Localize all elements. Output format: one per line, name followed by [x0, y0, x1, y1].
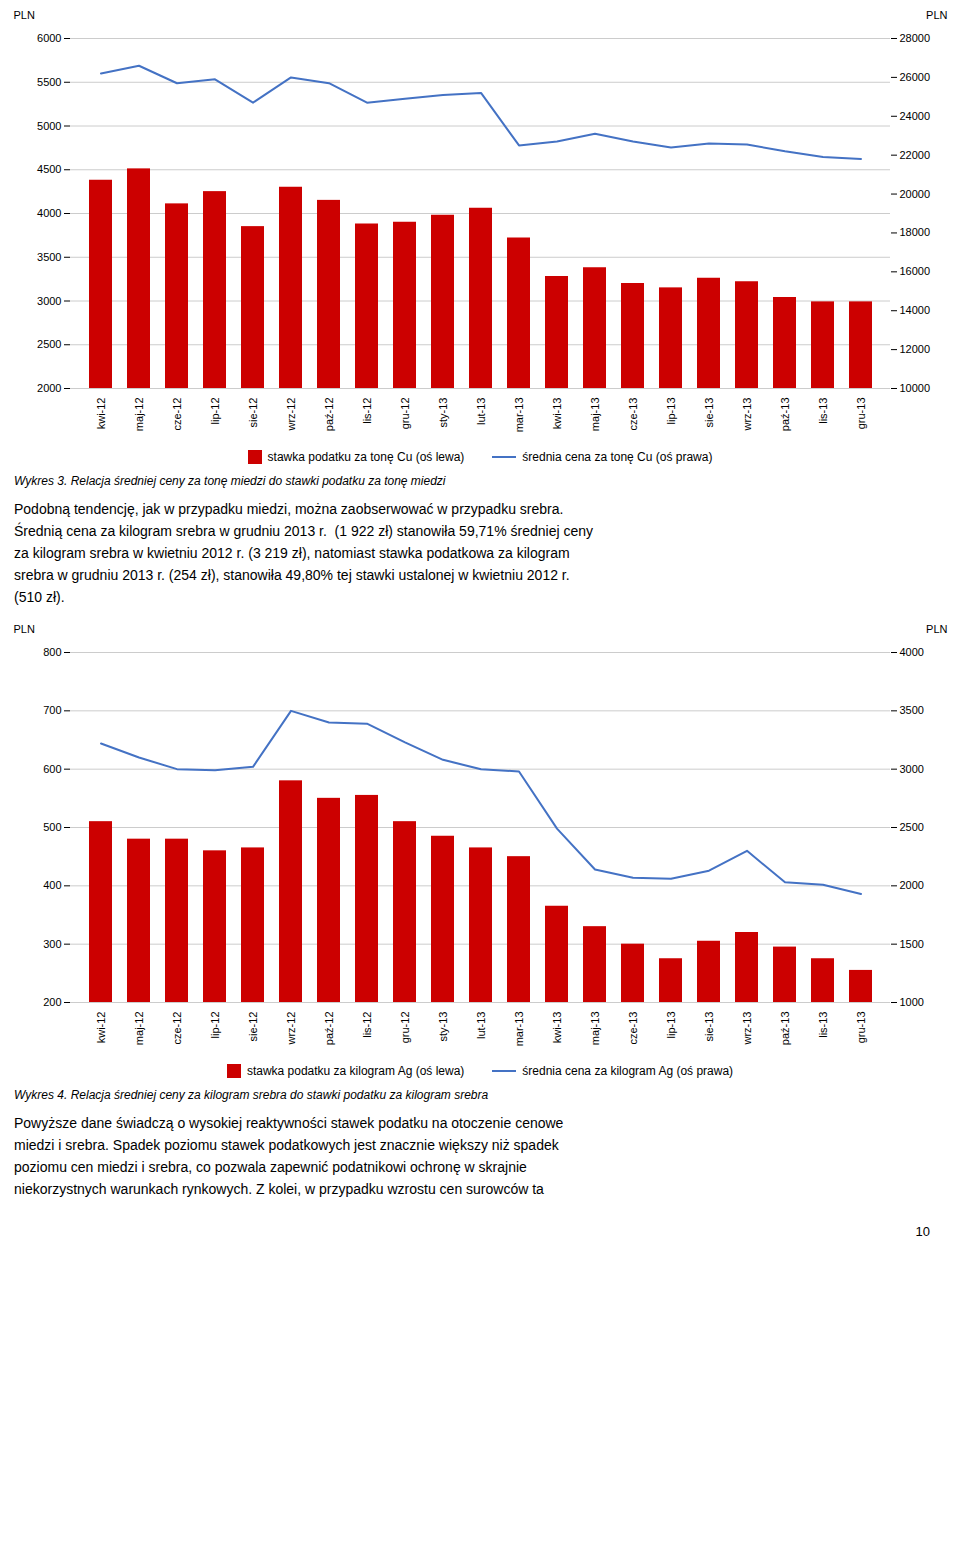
svg-text:lip-12: lip-12 [209, 398, 221, 425]
svg-text:1500: 1500 [900, 938, 924, 950]
svg-text:3500: 3500 [37, 251, 61, 263]
svg-text:sie-12: sie-12 [247, 1012, 259, 1042]
html-text:10: 10 [915, 1224, 930, 1239]
svg-text:lut-13: lut-13 [475, 1012, 487, 1040]
svg-text:2000: 2000 [900, 879, 924, 891]
svg-text:lis-12: lis-12 [361, 1012, 373, 1038]
svg-text:lut-13: lut-13 [475, 398, 487, 426]
svg-text:10000: 10000 [900, 382, 931, 394]
svg-text:24000: 24000 [900, 110, 931, 122]
svg-text:paź-13: paź-13 [779, 398, 791, 432]
html-text:Średnią cena za kilogram srebr: Średnią cena za kilogram srebra w grudni… [14, 523, 593, 539]
svg-text:PLN: PLN [14, 9, 35, 21]
svg-text:600: 600 [43, 763, 61, 775]
svg-text:3000: 3000 [900, 763, 924, 775]
svg-text:12000: 12000 [900, 343, 931, 355]
svg-text:300: 300 [43, 938, 61, 950]
svg-text:18000: 18000 [900, 226, 931, 238]
html-text:stawka podatku za tonę Cu (oś: stawka podatku za tonę Cu (oś lewa) [267, 450, 465, 464]
svg-text:14000: 14000 [900, 304, 931, 316]
svg-text:sie-12: sie-12 [247, 398, 259, 428]
html-text:Podobną tendencję, jak w przyp: Podobną tendencję, jak w przypadku miedz… [14, 501, 564, 517]
svg-text:800: 800 [43, 646, 61, 658]
html-text:miedzi i srebra. Spadek poziom: miedzi i srebra. Spadek poziomu stawek p… [14, 1137, 559, 1153]
svg-text:5000: 5000 [37, 120, 61, 132]
html-text:Wykres 4. Relacja średniej cen: Wykres 4. Relacja średniej ceny za kilog… [14, 1088, 489, 1102]
svg-text:cze-13: cze-13 [627, 398, 639, 431]
svg-text:PLN: PLN [14, 623, 35, 635]
svg-text:cze-12: cze-12 [171, 1012, 183, 1045]
html-text:Wykres 3. Relacja średniej cen: Wykres 3. Relacja średniej ceny za tonę … [14, 474, 446, 488]
html-text:Powyższe dane świadczą o wysok: Powyższe dane świadczą o wysokiej reakty… [14, 1115, 564, 1131]
svg-text:gru-12: gru-12 [399, 1012, 411, 1044]
svg-text:20000: 20000 [900, 188, 931, 200]
svg-text:sie-13: sie-13 [703, 1012, 715, 1042]
html-text:poziomu cen miedzi i srebra, c: poziomu cen miedzi i srebra, co pozwala … [14, 1159, 527, 1175]
svg-text:3500: 3500 [900, 704, 924, 716]
svg-text:kwi-12: kwi-12 [95, 398, 107, 430]
svg-text:mar-13: mar-13 [513, 398, 525, 433]
svg-text:6000: 6000 [37, 32, 61, 44]
svg-text:cze-13: cze-13 [627, 1012, 639, 1045]
svg-text:2500: 2500 [37, 338, 61, 350]
html-text:niekorzystnych warunkach rynko: niekorzystnych warunkach rynkowych. Z ko… [14, 1181, 544, 1197]
svg-text:4000: 4000 [900, 646, 924, 658]
svg-text:gru-13: gru-13 [855, 398, 867, 430]
svg-text:maj-12: maj-12 [133, 1012, 145, 1046]
svg-text:wrz-13: wrz-13 [741, 398, 753, 432]
svg-text:wrz-13: wrz-13 [741, 1012, 753, 1046]
svg-text:kwi-13: kwi-13 [551, 1012, 563, 1044]
svg-text:cze-12: cze-12 [171, 398, 183, 431]
html-text:średnia cena za tonę Cu (oś pr: średnia cena za tonę Cu (oś prawa) [522, 450, 713, 464]
html-text:(510 zł).: (510 zł). [14, 589, 65, 605]
svg-text:paź-13: paź-13 [779, 1012, 791, 1046]
svg-text:26000: 26000 [900, 71, 931, 83]
svg-text:lis-12: lis-12 [361, 398, 373, 424]
svg-text:paź-12: paź-12 [323, 1012, 335, 1046]
svg-text:lip-13: lip-13 [665, 398, 677, 425]
svg-text:2000: 2000 [37, 382, 61, 394]
svg-text:kwi-13: kwi-13 [551, 398, 563, 430]
svg-text:5500: 5500 [37, 76, 61, 88]
svg-text:wrz-12: wrz-12 [285, 398, 297, 432]
svg-text:2500: 2500 [900, 821, 924, 833]
svg-text:200: 200 [43, 996, 61, 1008]
svg-text:paź-12: paź-12 [323, 398, 335, 432]
html-text:średnia cena za kilogram Ag (o: średnia cena za kilogram Ag (oś prawa) [522, 1064, 734, 1078]
svg-text:maj-13: maj-13 [589, 398, 601, 432]
svg-text:gru-13: gru-13 [855, 1012, 867, 1044]
svg-text:22000: 22000 [900, 149, 931, 161]
svg-text:maj-13: maj-13 [589, 1012, 601, 1046]
svg-text:16000: 16000 [900, 265, 931, 277]
svg-text:3000: 3000 [37, 295, 61, 307]
html-text:za kilogram srebra w kwietniu: za kilogram srebra w kwietniu 2012 r. (3… [14, 545, 570, 561]
svg-text:500: 500 [43, 821, 61, 833]
svg-text:gru-12: gru-12 [399, 398, 411, 430]
svg-text:sie-13: sie-13 [703, 398, 715, 428]
svg-text:wrz-12: wrz-12 [285, 1012, 297, 1046]
svg-text:lis-13: lis-13 [817, 398, 829, 424]
svg-text:4500: 4500 [37, 163, 61, 175]
svg-text:sty-13: sty-13 [437, 1012, 449, 1042]
svg-text:1000: 1000 [900, 996, 924, 1008]
svg-text:maj-12: maj-12 [133, 398, 145, 432]
svg-text:PLN: PLN [926, 9, 947, 21]
svg-text:lip-13: lip-13 [665, 1012, 677, 1039]
svg-text:lip-12: lip-12 [209, 1012, 221, 1039]
svg-text:28000: 28000 [900, 32, 931, 44]
html-text:srebra w grudniu 2013 r. (254: srebra w grudniu 2013 r. (254 zł), stano… [14, 567, 570, 583]
svg-text:PLN: PLN [926, 623, 947, 635]
svg-text:400: 400 [43, 879, 61, 891]
svg-text:700: 700 [43, 704, 61, 716]
html-text:stawka podatku za kilogram Ag: stawka podatku za kilogram Ag (oś lewa) [246, 1064, 465, 1078]
svg-text:sty-13: sty-13 [437, 398, 449, 428]
svg-text:kwi-12: kwi-12 [95, 1012, 107, 1044]
svg-text:mar-13: mar-13 [513, 1012, 525, 1047]
svg-text:lis-13: lis-13 [817, 1012, 829, 1038]
svg-text:4000: 4000 [37, 207, 61, 219]
